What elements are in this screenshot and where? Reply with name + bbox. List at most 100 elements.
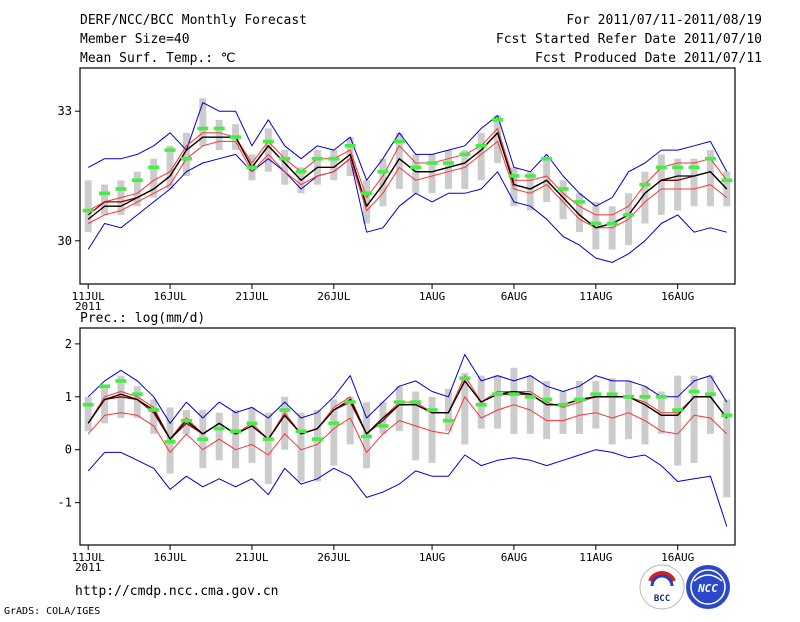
prec-spread-bar [461,372,469,445]
prec-spread-bar [84,396,92,432]
prec-spread-bar [444,388,452,432]
prec-spread-bar [101,386,109,424]
prec-spread-bar [313,410,321,482]
prec-ensemble-mark [393,400,405,404]
prec-xtick-label: 21JUL [235,551,268,564]
prec-ensemble-mark [541,397,553,402]
prec-ensemble-mark [655,395,667,399]
prec-ensemble-mark [557,402,569,407]
prec-ensemble-mark [704,392,716,396]
prec-ensemble-mark [606,392,618,396]
prec-spread-bar [395,386,403,432]
prec-spread-bar [510,367,518,434]
temp-ensemble-mark [180,156,192,161]
prec-ensemble-mark [180,418,192,423]
header-fcst-produced: Fcst Produced Date 2011/07/11 [535,51,762,66]
temp-spread-bar [559,180,567,220]
temp-spread-bar [494,115,502,164]
prec-ensemble-mark [213,426,225,431]
temp-ensemble-mark [279,156,291,161]
temp-plot-frame [79,67,736,285]
bcc-logo-arc-blue [650,574,674,587]
temp-ensemble-mark [475,143,487,148]
temp-xtick-label: 26JUL [317,290,350,303]
prec-ensemble-mark [721,413,733,418]
prec-ensemble-mark [164,439,176,444]
temp-ensemble-mark [197,126,209,131]
temp-spread-bar [575,193,583,233]
temp-ensemble-mark [704,156,716,161]
temp-ensemble-mark [393,139,405,144]
temp-spread-bar [264,128,272,172]
footer-url: http://cmdp.ncc.cma.gov.cn [75,584,279,599]
ncc-logo: NCC [686,565,730,609]
prec-xtick-label: 11JUL [72,551,105,564]
prec-spread-bar [526,375,534,434]
temp-ensemble-mark [82,208,94,213]
temp-ensemble-mark [295,169,307,174]
prec-spread-bar [706,375,714,434]
prec-ensemble-mark [524,395,536,399]
temp-xtick-label: 11AUG [579,290,612,303]
prec-spread-bar [674,375,682,466]
prec-ensemble-mark [295,429,307,434]
prec-spread-bar [543,380,551,440]
temp-spread-bar [526,171,534,211]
prec-xtick-label: 6AUG [501,551,528,564]
prec-ensemble-mark [311,437,323,441]
temp-spread-bar [215,119,223,151]
temp-spread-bar [150,158,158,198]
prec-ensemble-mark [672,408,684,412]
prec-ytick-label: 2 [65,337,72,351]
temp-line-upper [87,128,728,216]
prec-xtick-year: 2011 [75,561,102,574]
prec-ensemble-mark [344,400,356,404]
temp-ensemble-mark [541,156,553,161]
temp-ensemble-mark [213,126,225,131]
prec-ensemble-mark [246,421,258,426]
temp-ensemble-mark [459,152,471,157]
footer-credit: GrADS: COLA/IGES [4,606,100,617]
header-title: DERF/NCC/BCC Monthly Forecast [80,13,307,28]
temp-spread-bar [363,180,371,224]
bcc-logo: BCC [639,564,685,610]
temp-ensemble-mark [524,174,536,178]
prec-spread-bar [723,399,731,498]
temp-spread-bar [428,154,436,194]
prec-ensemble-mark [377,424,389,428]
prec-spread-bar [330,399,338,466]
temp-spread-bar [690,158,698,207]
temp-spread-bar [461,150,469,189]
prec-xtick-label: 26JUL [317,551,350,564]
temp-spread-bar [379,158,387,207]
prec-xtick-label: 11AUG [579,551,612,564]
temp-spread-bar [84,180,92,233]
header-period: For 2011/07/11-2011/08/19 [566,13,762,28]
prec-ensemble-mark [115,379,127,383]
temp-ensemble-mark [590,221,602,226]
temp-xtick-label: 11JUL [72,290,105,303]
prec-ensemble-mark [623,395,635,399]
prec-spread-bar [494,375,502,429]
header-fcst-started: Fcst Started Refer Date 2011/07/10 [496,32,762,47]
prec-line-max [87,354,728,424]
prec-spread-bar [559,391,567,434]
temp-ensemble-mark [508,174,520,178]
prec-plot-frame [79,327,736,546]
prec-spread-bar [232,410,240,469]
prec-ensemble-mark [426,408,438,412]
prec-ensemble-mark [197,437,209,441]
prec-spread-bar [346,396,354,445]
temp-spread-bar [133,171,141,207]
temp-spread-bar [477,132,485,181]
prec-ensemble-mark [639,395,651,399]
temp-spread-bar [101,184,109,215]
ncc-logo-label: NCC [697,582,718,595]
temp-ytick-label: 33 [58,104,72,118]
prec-spread-bar [690,375,698,463]
prec-spread-bar [575,380,583,434]
prec-ensemble-mark [492,392,504,396]
temp-spread-bar [674,158,682,211]
temp-spread-bar [641,171,649,224]
